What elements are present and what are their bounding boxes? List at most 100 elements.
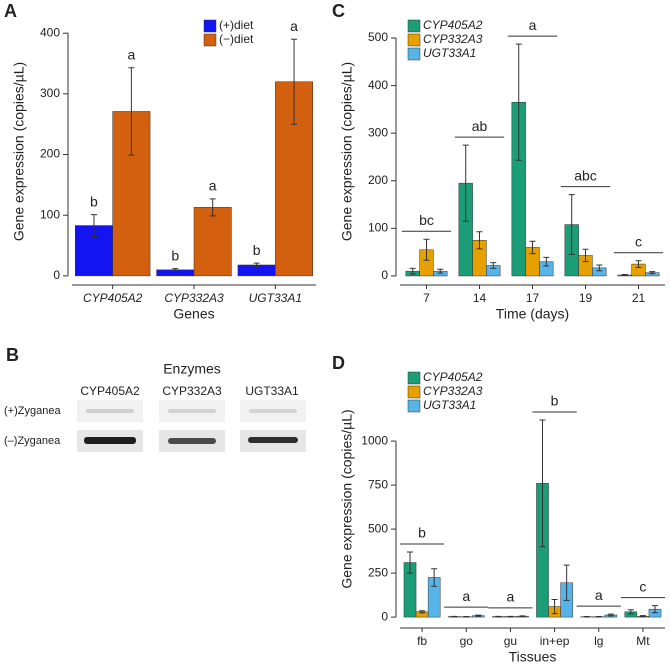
legend-swatch (407, 371, 421, 385)
error-bar (490, 262, 497, 269)
y-tick-label: 200 (40, 147, 60, 161)
y-tick-label: 500 (368, 30, 388, 44)
x-axis-title: Time (days) (496, 306, 569, 322)
y-axis-title: Gene expression (copies/µL) (339, 62, 355, 241)
x-axis-title: Tissues (509, 649, 557, 665)
blot-band (168, 438, 216, 444)
blot-row: (+)Zyganea (4, 405, 61, 417)
group-letter: bc (419, 212, 434, 228)
significance-letter: a (127, 46, 135, 62)
y-tick-label: 750 (368, 477, 388, 491)
bar (193, 207, 232, 277)
blot-band (248, 437, 298, 443)
blot-band (84, 437, 136, 444)
error-bar (407, 551, 414, 574)
error-bar (627, 609, 634, 615)
error-bar (539, 419, 546, 548)
x-tick-label: CYP405A2 (83, 291, 143, 305)
legend-label: CYP405A2 (423, 18, 483, 32)
panel-label: B (6, 345, 19, 365)
panel-label: D (332, 353, 345, 373)
x-tick-label: CYP332A3 (164, 291, 224, 305)
error-bar (635, 260, 642, 268)
error-bar (462, 144, 469, 222)
group-letter: a (507, 589, 515, 605)
group-letter: abc (574, 167, 597, 183)
y-tick-label: 400 (368, 78, 388, 92)
x-tick-label: gu (504, 634, 517, 648)
x-tick-label: Mt (636, 634, 650, 648)
panel-label: C (332, 1, 345, 21)
error-bar (568, 194, 575, 256)
blot-column: CYP332A3 (162, 384, 222, 398)
error-bar (90, 214, 97, 237)
error-bar (639, 615, 646, 618)
legend-swatch (407, 19, 421, 33)
legend-label: CYP332A3 (423, 384, 483, 398)
group-letter: a (462, 588, 470, 604)
error-bar (409, 267, 416, 275)
legend-swatch (407, 385, 421, 399)
y-axis-title: Gene expression (copies/µL) (339, 409, 355, 588)
legend-swatch (407, 33, 421, 47)
x-tick-label: go (460, 634, 474, 648)
error-bar (607, 613, 614, 617)
legend-swatch (407, 399, 421, 413)
error-bar (621, 274, 628, 276)
significance-letter: a (209, 178, 217, 194)
y-tick-label: 0 (53, 268, 60, 282)
y-tick-label: 500 (368, 521, 388, 535)
significance-letter: b (90, 193, 98, 209)
blot-band (86, 409, 134, 413)
x-tick-label: 14 (473, 291, 487, 305)
x-tick-label: 21 (632, 291, 646, 305)
blot-column: CYP405A2 (80, 384, 140, 398)
blot-band (168, 409, 216, 413)
significance-letter: a (290, 18, 298, 34)
legend-swatch (407, 47, 421, 61)
y-tick-label: 0 (381, 609, 388, 623)
group-letter: a (529, 17, 537, 33)
error-bar (651, 605, 658, 614)
legend-label: (−)diet (219, 32, 254, 46)
legend-swatch (203, 19, 217, 33)
y-tick-label: 250 (368, 565, 388, 579)
error-bar (476, 231, 483, 250)
error-bar (172, 268, 179, 272)
x-tick-label: 7 (423, 291, 430, 305)
significance-letter: b (171, 247, 179, 263)
y-tick-label: 0 (381, 268, 388, 282)
legend-label: (+)diet (219, 18, 254, 32)
error-bar (128, 67, 135, 156)
x-tick-label: fb (417, 634, 427, 648)
group-letter: c (639, 578, 646, 594)
legend-label: CYP332A3 (423, 32, 483, 46)
blot-title: Enzymes (163, 361, 221, 377)
error-bar (437, 268, 444, 274)
error-bar (551, 598, 558, 615)
blot-band (249, 409, 297, 413)
error-bar (475, 614, 482, 617)
error-bar (515, 43, 522, 161)
legend-swatch (203, 33, 217, 47)
group-letter: c (635, 233, 642, 249)
blot-column: UGT33A1 (245, 384, 299, 398)
group-letter: b (418, 525, 426, 541)
group-letter: ab (472, 118, 488, 134)
group-letter: a (595, 587, 603, 603)
y-tick-label: 100 (40, 207, 60, 221)
panel-label: A (4, 1, 17, 21)
legend-label: UGT33A1 (423, 398, 476, 412)
error-bar (563, 564, 570, 601)
x-axis-title: Genes (173, 306, 214, 322)
legend-label: UGT33A1 (423, 46, 476, 60)
x-tick-label: 17 (526, 291, 540, 305)
y-tick-label: 200 (368, 173, 388, 187)
y-tick-label: 100 (368, 221, 388, 235)
blot-row: (–)Zyganea (4, 435, 61, 447)
error-bar (291, 38, 298, 125)
group-letter: b (551, 393, 559, 409)
y-tick-label: 1000 (361, 433, 388, 447)
x-tick-label: UGT33A1 (249, 291, 302, 305)
legend-label: CYP405A2 (423, 370, 483, 384)
